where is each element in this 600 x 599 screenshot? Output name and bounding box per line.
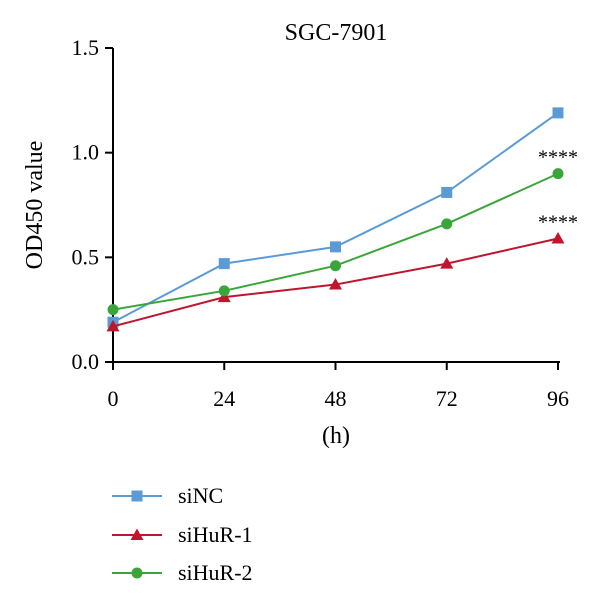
series-sihur-1 (106, 231, 565, 332)
y-tick-label: 1.0 (72, 140, 100, 165)
data-point-sihur-2 (218, 285, 230, 297)
legend-marker (131, 567, 143, 579)
series-line-sinc (112, 112, 559, 324)
legend-item-sihur-1: siHuR-1 (112, 522, 253, 547)
x-tick-label: 96 (547, 386, 569, 411)
y-tick-label: 1.5 (72, 35, 100, 60)
legend-label: siHuR-2 (178, 560, 253, 585)
significance-annotation: **** (538, 147, 578, 169)
data-point-sihur-2 (107, 304, 119, 316)
y-axis-ticks: 0.0 0.5 1.0 1.5 (72, 35, 113, 374)
x-axis-ticks: 0 24 48 72 96 (108, 362, 569, 411)
data-point-sihur-1 (551, 231, 565, 244)
significance-annotation: **** (538, 211, 578, 233)
x-tick-label: 24 (213, 386, 235, 411)
legend-item-sinc: siNC (112, 483, 223, 508)
x-tick-label: 72 (436, 386, 458, 411)
y-tick-label: 0.5 (72, 244, 100, 269)
legend-label: siNC (178, 483, 223, 508)
data-point-sinc (330, 241, 341, 253)
data-point-sihur-2 (330, 260, 341, 272)
x-axis-title: (h) (322, 423, 350, 449)
data-point-sihur-1 (329, 278, 342, 290)
series-layer (106, 107, 565, 332)
series-sinc (107, 107, 564, 328)
data-point-sinc (218, 258, 230, 270)
data-point-sinc (441, 186, 453, 198)
data-point-sihur-2 (441, 218, 453, 230)
data-point-sihur-1 (106, 319, 120, 332)
legend-label: siHuR-1 (178, 522, 253, 547)
legend-item-sihur-2: siHuR-2 (112, 560, 253, 585)
legend: siNC siHuR-1 siHuR-2 (112, 483, 253, 585)
data-point-sihur-2 (552, 168, 564, 180)
data-point-sihur-1 (217, 290, 231, 303)
x-tick-label: 48 (325, 386, 347, 411)
x-tick-label: 0 (108, 386, 119, 411)
data-point-sihur-1 (440, 257, 454, 269)
y-axis-title: OD450 value (22, 141, 48, 270)
legend-marker (131, 490, 143, 502)
data-point-sinc (552, 107, 564, 119)
series-sihur-2 (107, 168, 564, 316)
legend-marker (130, 528, 144, 540)
annotation-layer: **** **** (538, 147, 578, 234)
chart-title: SGC-7901 (285, 20, 388, 46)
y-tick-label: 0.0 (72, 349, 100, 374)
